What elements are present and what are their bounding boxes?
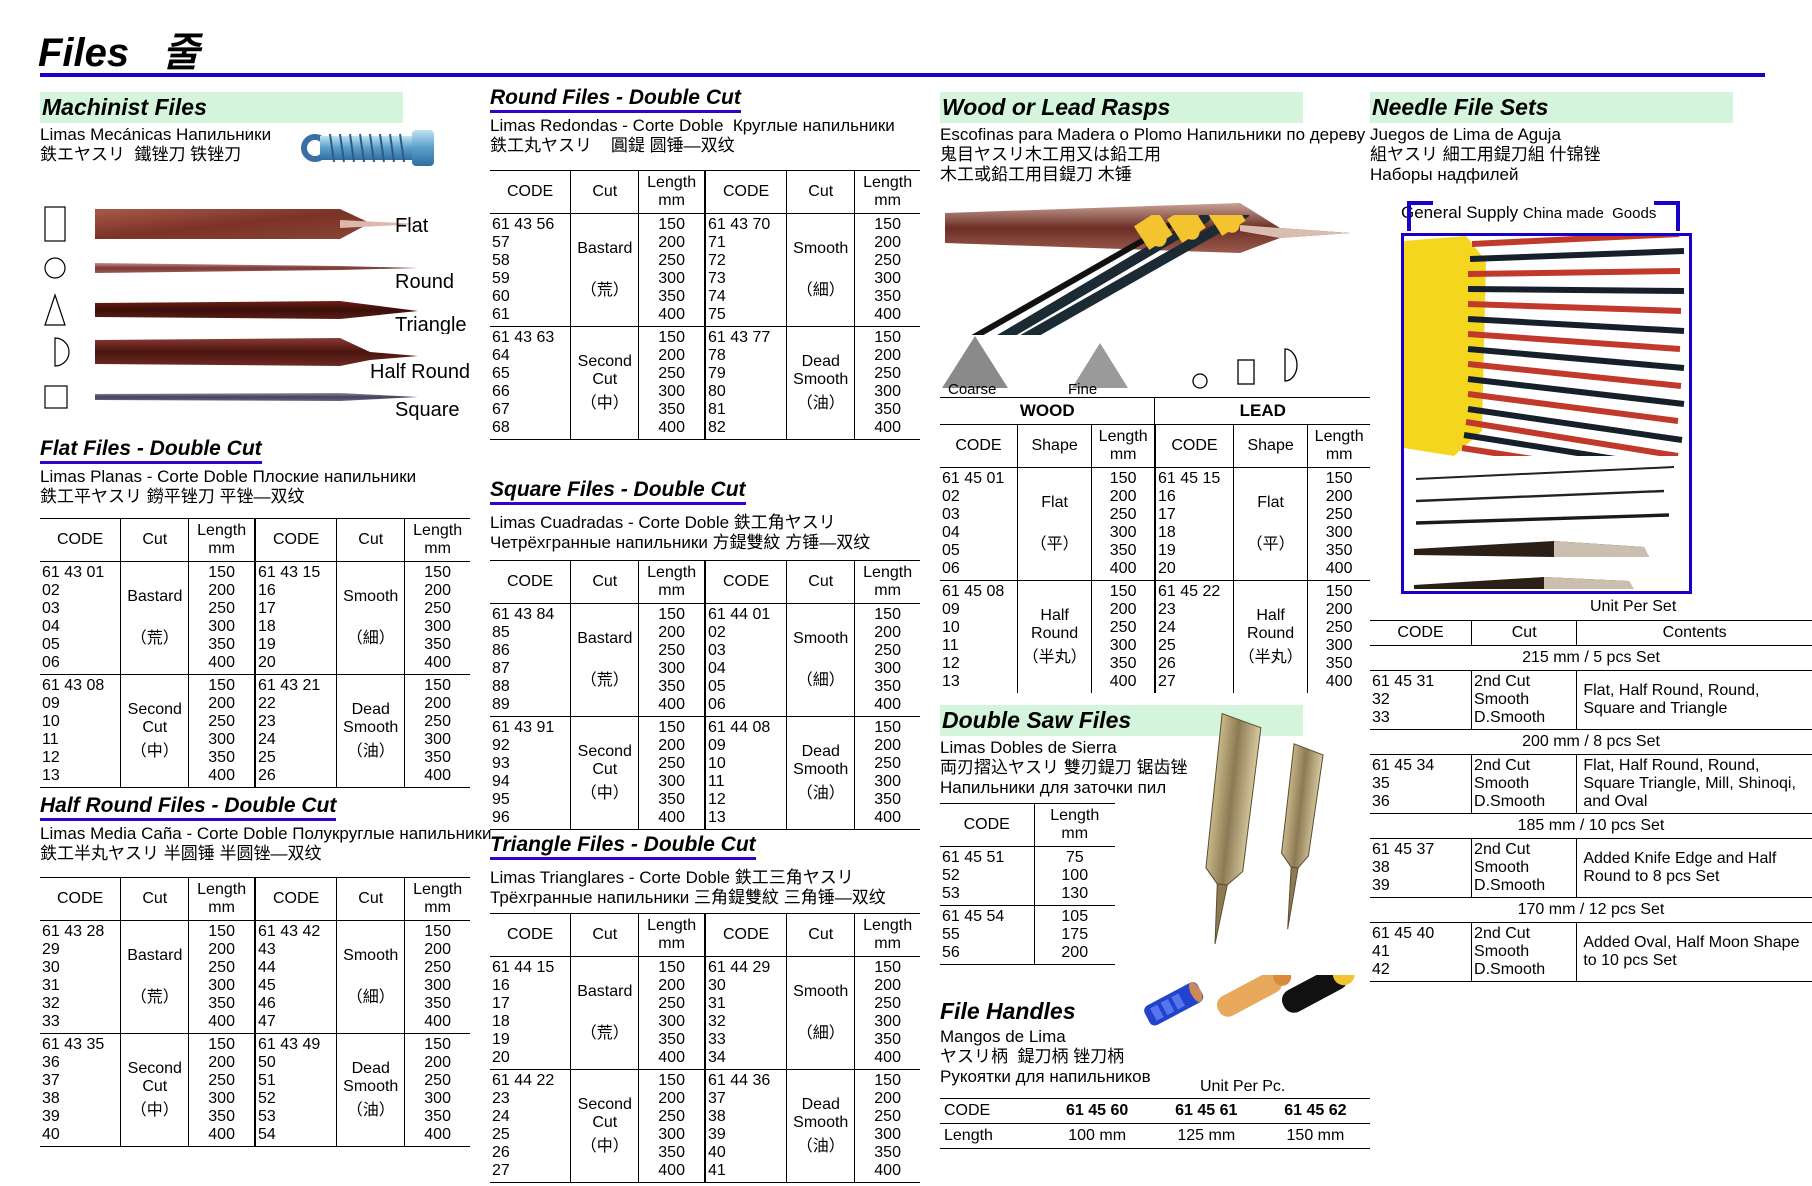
svg-text:Coarse: Coarse	[948, 381, 996, 395]
svg-text:Triangle: Triangle	[395, 314, 467, 334]
svg-text:Round: Round	[395, 271, 454, 291]
svg-text:Fine: Fine	[1068, 381, 1097, 395]
svg-text:Flat: Flat	[395, 215, 429, 237]
svg-text:Half Round: Half Round	[370, 361, 470, 382]
svg-text:Square: Square	[395, 399, 460, 421]
